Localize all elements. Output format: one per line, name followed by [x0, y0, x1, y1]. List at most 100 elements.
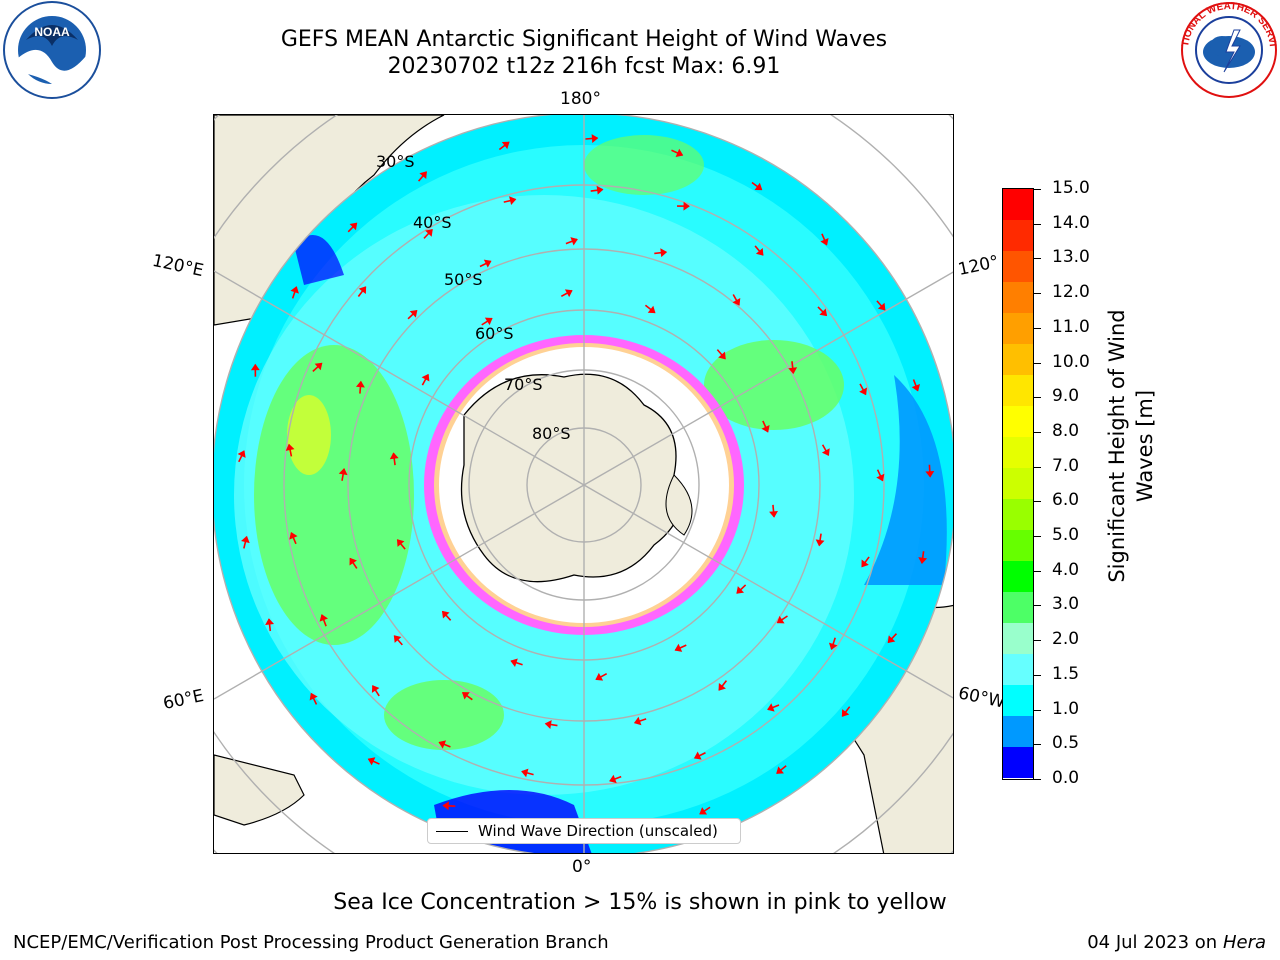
wind-wave-arrow-head	[683, 201, 690, 211]
wind-wave-arrow-head	[314, 362, 323, 371]
colorbar-tick-label: 1.5	[1052, 663, 1080, 684]
wind-wave-arrow-head	[521, 768, 529, 778]
colorbar-segment	[1003, 499, 1033, 530]
footer-date: 04 Jul 2023 on Hera	[1087, 932, 1266, 953]
lat-label-40s: 40°S	[413, 213, 452, 232]
wind-wave-arrow-head	[483, 259, 492, 268]
colorbar-tick-label: 2.0	[1052, 629, 1080, 650]
nws-logo: NATIONAL WEATHER SERVICE	[1178, 0, 1278, 98]
wind-wave-arrow-head	[647, 305, 656, 314]
colorbar-tick-label: 0.0	[1052, 768, 1080, 788]
lon-label-60w: 60°W	[956, 683, 1007, 713]
wind-wave-arrow-head	[820, 238, 829, 246]
wind-wave-arrow-head	[442, 801, 449, 811]
polar-map	[213, 114, 954, 854]
wind-wave-arrow-head	[693, 751, 702, 760]
wind-wave-arrow-head	[509, 196, 517, 205]
colorbar-tick-label: 7.0	[1052, 455, 1080, 476]
wind-wave-arrow-head	[250, 363, 260, 371]
colorbar-tick	[1034, 674, 1041, 676]
colorbar-tick-label: 0.5	[1052, 733, 1080, 754]
wind-wave-arrow-head	[877, 302, 886, 311]
wind-wave-arrow-head	[761, 425, 770, 433]
wind-wave-arrow-head	[660, 248, 668, 258]
colorbar-segment	[1003, 530, 1033, 561]
wind-wave-arrow-head	[237, 450, 246, 458]
colorbar-tick	[1034, 189, 1041, 190]
wind-wave-arrow-head	[564, 289, 573, 298]
colorbar-tick-label: 4.0	[1052, 559, 1080, 580]
colorbar-tick-label: 15.0	[1052, 178, 1090, 198]
colorbar-tick-label: 12.0	[1052, 282, 1090, 303]
wind-wave-arrow-head	[591, 134, 599, 143]
colorbar-tick-label: 6.0	[1052, 490, 1080, 511]
wind-wave-arrow-head	[265, 618, 275, 626]
wind-wave-arrow-head	[815, 539, 825, 547]
wind-wave-arrow-head	[674, 643, 683, 652]
chart-title: GEFS MEAN Antarctic Significant Height o…	[280, 27, 888, 52]
colorbar-tick	[1034, 258, 1041, 260]
wind-wave-arrow-head	[769, 510, 778, 518]
wind-wave-arrow-head	[718, 683, 726, 691]
land-africa	[214, 754, 305, 826]
colorbar-segment	[1003, 251, 1033, 282]
wind-wave-arrow-head	[290, 286, 299, 294]
colorbar-segment	[1003, 623, 1033, 654]
wind-wave-arrow-head	[358, 286, 367, 295]
colorbar-segment	[1003, 282, 1033, 313]
wind-wave-arrow-head	[289, 532, 298, 540]
wind-wave-arrow-head	[828, 642, 838, 651]
colorbar-tick-label: 13.0	[1052, 247, 1090, 268]
colorbar-tick	[1034, 640, 1041, 642]
wind-wave-arrow-head	[859, 387, 868, 396]
colorbar-tick-label: 10.0	[1052, 351, 1090, 372]
wind-wave-arrow-head	[367, 757, 376, 766]
map-legend: Wind Wave Direction (unscaled)	[427, 818, 741, 844]
wind-wave-arrow-head	[461, 692, 470, 700]
map-canvas	[214, 115, 953, 853]
wind-wave-arrow-head	[876, 473, 885, 482]
colorbar-tick	[1034, 709, 1041, 711]
wind-wave-arrow-head	[595, 672, 604, 681]
colorbar-segment	[1003, 685, 1033, 716]
wind-wave-arrow-head	[241, 535, 250, 544]
wind-wave-arrow-head	[767, 703, 775, 712]
colorbar-tick	[1034, 744, 1041, 746]
footer-branch: NCEP/EMC/Verification Post Processing Pr…	[13, 932, 609, 953]
wind-wave-arrow-head	[736, 586, 745, 594]
colorbar-segment	[1003, 189, 1033, 220]
wind-wave-arrow-head	[349, 222, 358, 231]
noaa-logo-text: NOAA	[34, 25, 70, 39]
wind-wave-arrow-head	[421, 373, 430, 382]
colorbar-segment	[1003, 468, 1033, 499]
colorbar-tick-label: 9.0	[1052, 386, 1080, 407]
lat-label-70s: 70°S	[504, 375, 543, 394]
colorbar-tick	[1034, 605, 1041, 607]
wind-wave-arrow-head	[732, 297, 741, 306]
graticule	[214, 115, 953, 853]
wind-wave-arrow-head	[349, 557, 357, 566]
colorbar-tick-label: 3.0	[1052, 594, 1080, 615]
colorbar-segment	[1003, 437, 1033, 468]
lat-label-60s: 60°S	[475, 324, 514, 343]
colorbar-tick-label: 14.0	[1052, 212, 1090, 233]
wind-wave-arrow-head	[675, 148, 684, 157]
wind-wave-arrow-head	[887, 635, 896, 644]
legend-line-sample	[436, 831, 468, 832]
wind-wave-arrow-head	[389, 452, 399, 460]
noaa-logo: NOAA	[3, 1, 101, 99]
wind-wave-arrow-head	[409, 309, 418, 318]
colorbar-tick	[1034, 536, 1041, 538]
colorbar-tick-label: 1.0	[1052, 698, 1080, 719]
wind-wave-arrow-head	[918, 557, 928, 565]
colorbar-tick	[1034, 501, 1041, 503]
colorbar-tick	[1034, 779, 1041, 780]
wind-wave-arrow-head	[396, 539, 405, 547]
wind-wave-arrow-head	[609, 774, 617, 784]
colorbar-tick-label: 8.0	[1052, 420, 1080, 441]
wind-wave-arrow-head	[596, 185, 604, 195]
wind-wave-arrow-head	[510, 658, 518, 667]
wind-wave-arrow-head	[425, 228, 433, 237]
wind-wave-arrow-head	[718, 351, 726, 360]
colorbar-label-line2: Waves [m]	[1133, 389, 1157, 503]
